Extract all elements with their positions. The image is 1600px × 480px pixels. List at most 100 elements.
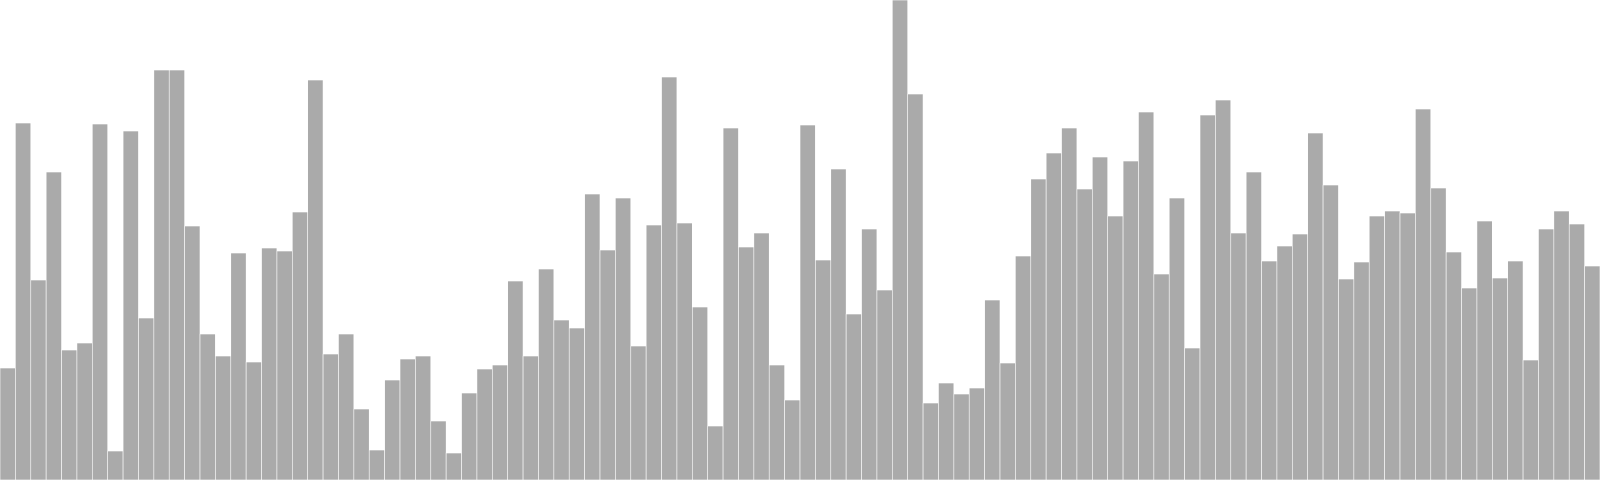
bar-8 [122,130,139,480]
bar-31 [476,368,493,480]
bar-52 [799,124,816,480]
bar-4 [61,349,78,480]
bar-48 [738,246,755,480]
bar-60 [922,402,939,480]
bar-90 [1384,210,1401,480]
bar-64 [984,299,1001,480]
bar-89 [1368,215,1385,480]
bar-66 [1015,255,1032,480]
bar-3 [45,171,62,480]
bar-29 [445,452,462,480]
bar-68 [1045,152,1062,480]
bar-36 [553,319,570,480]
bar-70 [1076,188,1093,480]
bar-63 [968,387,985,480]
bar-78 [1199,114,1216,480]
bar-14 [215,355,232,480]
bar-74 [1138,111,1155,480]
bar-44 [676,222,693,480]
bar-59 [907,93,924,480]
bar-80 [1230,232,1247,480]
bar-45 [692,306,708,480]
bar-12 [184,225,201,480]
bar-17 [261,247,278,480]
bar-82 [1261,260,1278,480]
bar-97 [1492,277,1508,480]
bar-103 [1584,265,1600,480]
bar-20 [307,79,324,480]
bar-47 [722,127,739,480]
bar-94 [1445,251,1462,480]
bar-22 [338,333,355,480]
bar-30 [461,392,478,480]
bar-50 [768,364,785,480]
bar-75 [1153,273,1170,480]
bar-9 [138,317,155,480]
bar-1 [15,122,32,480]
bar-65 [999,362,1016,480]
bar-95 [1461,287,1478,480]
bar-85 [1307,132,1324,480]
bar-13 [199,333,216,480]
bar-25 [384,379,401,480]
bar-53 [815,259,832,480]
bar-6 [92,123,108,480]
bar-2 [30,279,47,480]
bar-24 [368,449,385,480]
bar-100 [1538,228,1555,480]
bar-56 [861,228,878,480]
bar-11 [168,69,185,480]
bar-101 [1553,210,1570,480]
bar-46 [707,425,724,480]
bar-23 [353,408,370,480]
bar-77 [1184,347,1201,480]
bar-41 [630,345,647,480]
bar-54 [830,168,847,480]
bar-62 [953,393,970,480]
bar-58 [892,0,908,480]
bar-42 [645,224,662,480]
bar-34 [522,355,539,480]
bar-87 [1338,278,1355,480]
bar-38 [584,193,601,480]
bar-32 [492,364,508,480]
bar-76 [1168,197,1185,480]
bar-18 [276,250,293,480]
bar-55 [845,313,862,480]
bar-91 [1399,212,1416,480]
bar-86 [1322,184,1339,480]
bar-27 [415,355,432,480]
bar-72 [1107,215,1124,480]
bar-16 [245,361,262,480]
bar-28 [430,420,447,480]
bar-51 [784,399,801,480]
bar-39 [599,249,616,480]
bar-19 [292,211,308,480]
bar-98 [1507,260,1524,480]
bar-73 [1122,160,1139,480]
bar-26 [399,358,416,480]
bar-96 [1476,220,1493,480]
bar-40 [615,197,632,480]
bar-69 [1061,127,1078,480]
bar-43 [661,76,678,480]
bar-81 [1245,171,1262,480]
bar-7 [107,450,124,480]
bar-5 [76,342,93,480]
bar-84 [1292,233,1308,480]
bar-35 [538,268,555,480]
bar-61 [938,382,955,480]
bar-21 [322,353,339,480]
bar-93 [1430,187,1447,480]
bar-83 [1276,245,1293,480]
bar-67 [1030,178,1047,480]
bar-0 [0,367,16,480]
bar-49 [753,232,770,480]
bar-10 [153,69,170,480]
bar-88 [1353,261,1370,480]
bar-15 [230,252,247,480]
bar-92 [1415,108,1432,480]
